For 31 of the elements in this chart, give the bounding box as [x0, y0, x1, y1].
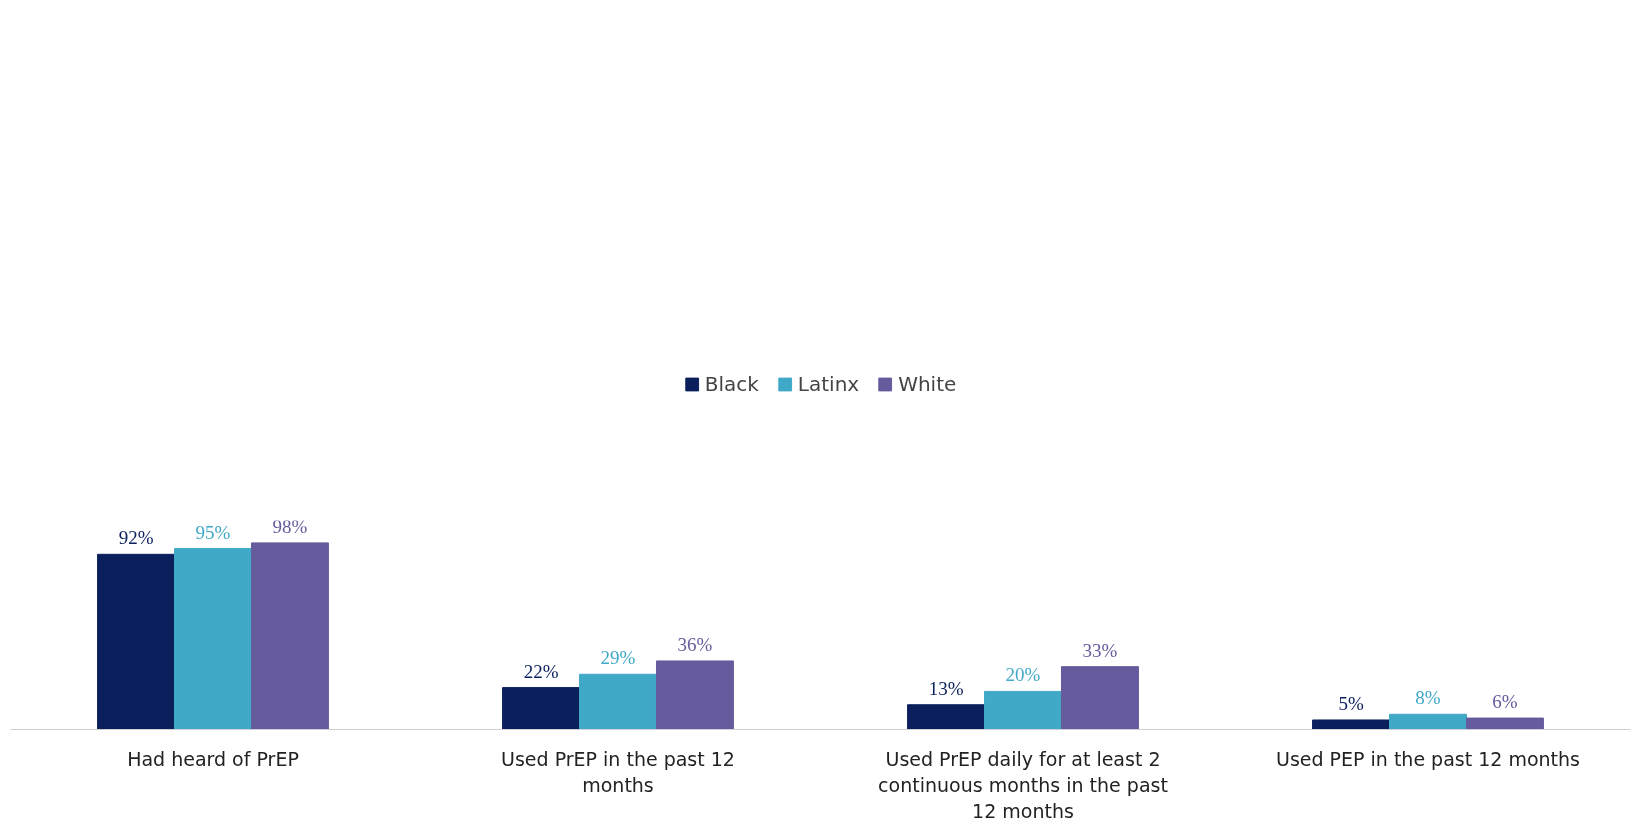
x-tick-label: Used PEP in the past 12 months — [1276, 747, 1581, 770]
bar — [502, 687, 581, 730]
bar — [174, 548, 252, 730]
data-label: 13% — [928, 677, 964, 699]
bar — [907, 704, 986, 730]
bar — [250, 542, 329, 730]
bar — [97, 553, 176, 730]
x-tick-label: Used PrEP in the past 12 months — [501, 747, 735, 796]
legend-label: Latinx — [797, 372, 860, 396]
data-label: 20% — [1005, 664, 1041, 686]
legend-label: White — [898, 372, 957, 396]
data-label: 33% — [1082, 639, 1118, 661]
bar — [1060, 666, 1139, 730]
legend-label: Black — [704, 372, 759, 396]
data-label: 8% — [1415, 687, 1441, 709]
data-label: 29% — [600, 647, 636, 669]
bar — [579, 673, 657, 730]
data-label: 5% — [1338, 692, 1364, 714]
data-label: 98% — [272, 515, 308, 537]
bar — [984, 690, 1062, 730]
bar — [655, 660, 734, 730]
bar — [1389, 713, 1467, 730]
x-tick-label: Had heard of PrEP — [127, 747, 299, 770]
data-label: 36% — [677, 633, 713, 655]
bar — [1312, 719, 1391, 730]
data-label: 92% — [118, 527, 154, 549]
x-tick-label: Used PrEP daily for at least 2 continuous months in the past 12 months — [878, 747, 1168, 823]
bar — [1465, 717, 1544, 730]
data-label: 95% — [195, 521, 231, 543]
data-label: 22% — [523, 660, 559, 682]
data-label: 6% — [1492, 691, 1518, 713]
